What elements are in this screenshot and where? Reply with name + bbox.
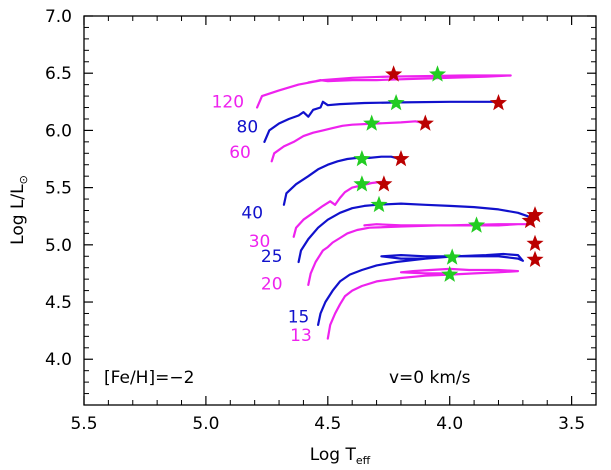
track-20-msun [307, 223, 534, 286]
track-15-msun [317, 252, 524, 326]
mass-label-40: 40 [241, 204, 263, 224]
end-star-15 [526, 234, 544, 251]
y-tick-label: 7.0 [45, 7, 72, 27]
tams-star-15 [443, 248, 461, 265]
y-tick-label: 4.5 [45, 293, 72, 313]
end-star-13 [526, 250, 544, 267]
end-star-80 [489, 94, 507, 111]
end-star-120 [385, 65, 403, 82]
tracks-layer [256, 74, 534, 340]
mass-label-120: 120 [212, 93, 244, 113]
end-star-20 [526, 206, 544, 223]
y-tick-label: 5.5 [45, 179, 72, 199]
mass-label-13: 13 [290, 326, 312, 346]
mass-label-80: 80 [237, 118, 259, 138]
track-120-msun [256, 74, 512, 109]
y-tick-label: 4.0 [45, 350, 72, 370]
tams-star-40 [353, 150, 371, 167]
y-tick-label: 5.0 [45, 236, 72, 256]
track-13-msun [326, 267, 520, 340]
end-star-25 [521, 211, 539, 229]
tams-star-20 [468, 216, 486, 233]
mass-label-20: 20 [261, 274, 283, 294]
y-tick-label: 6.0 [45, 121, 72, 141]
end-star-40 [392, 150, 410, 167]
mass-label-15: 15 [288, 308, 310, 328]
mass-label-60: 60 [229, 143, 251, 163]
y-tick-label: 6.5 [45, 64, 72, 84]
end-star-60 [416, 114, 434, 131]
annotation-metallicity: [Fe/H]=−2 [104, 368, 194, 388]
plot-frame [83, 15, 597, 406]
tams-star-30 [353, 175, 371, 192]
tams-star-80 [387, 94, 405, 111]
x-tick-label: 4.0 [436, 414, 463, 434]
tams-star-60 [363, 114, 381, 131]
x-tick-label: 3.5 [558, 414, 585, 434]
tams-star-25 [370, 195, 388, 213]
end-star-30 [375, 175, 393, 192]
track-25-msun [297, 202, 534, 264]
mass-label-30: 30 [249, 232, 271, 252]
mass-label-25: 25 [261, 247, 283, 267]
tams-star-120 [429, 65, 447, 82]
annotation-velocity: v=0 km/s [389, 368, 471, 388]
x-tick-label: 4.5 [314, 414, 341, 434]
ticks-layer: 5.5 5.0 4.5 4.0 3.5 4.0 4.5 5.0 5.5 6.0 6.5 7.0 [45, 7, 597, 434]
x-tick-label: 5.5 [70, 414, 97, 434]
track-40-msun [282, 155, 398, 206]
stars-layer [353, 65, 544, 282]
x-tick-label: 5.0 [192, 414, 219, 434]
track-30-msun [292, 180, 388, 238]
y-axis-label: Log L/L⊙ [8, 175, 30, 245]
track-60-msun [270, 120, 422, 163]
tams-star-13 [441, 265, 459, 282]
x-axis-label: Log Teff [310, 445, 371, 467]
track-80-msun [263, 100, 500, 143]
